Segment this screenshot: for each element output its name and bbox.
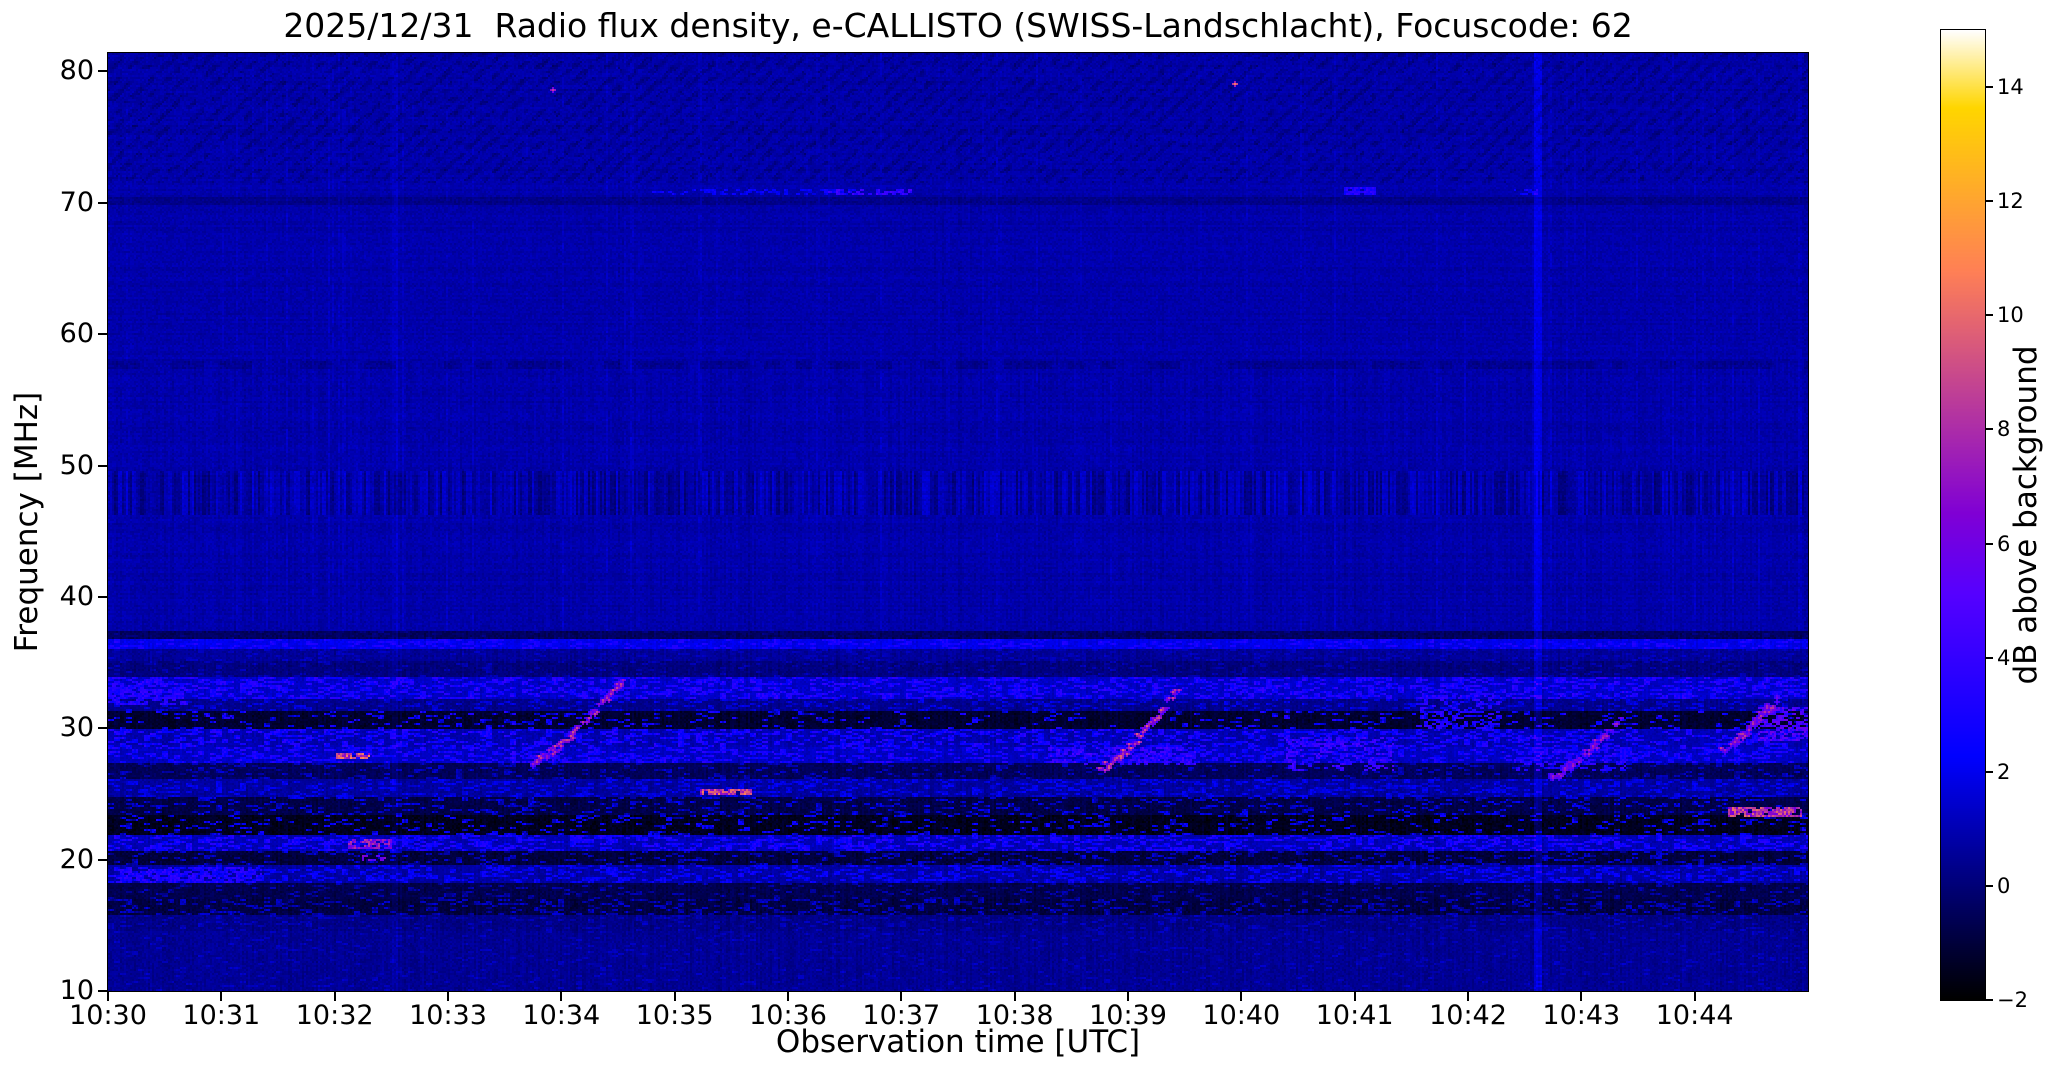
plot-border <box>107 52 1809 992</box>
y-tick-label: 20 <box>59 843 94 875</box>
colorbar-tick-label: −2 <box>1997 988 2028 1012</box>
colorbar-tick <box>1985 656 1993 659</box>
y-tick <box>98 858 108 861</box>
x-tick <box>1353 991 1356 1001</box>
x-tick <box>1693 991 1696 1001</box>
y-tick-label: 50 <box>59 449 94 481</box>
x-tick <box>1580 991 1583 1001</box>
colorbar-tick <box>1985 86 1993 89</box>
x-tick-label: 10:31 <box>182 1000 261 1031</box>
y-tick-label: 30 <box>59 712 94 744</box>
x-tick-label: 10:35 <box>635 1000 714 1031</box>
colorbar-tick-label: 2 <box>1997 759 2011 784</box>
x-tick <box>107 991 109 1001</box>
colorbar-tick <box>1985 428 1993 431</box>
x-tick-label: 10:36 <box>749 1000 827 1031</box>
x-tick <box>1240 991 1243 1001</box>
y-tick-label: 60 <box>59 318 94 350</box>
y-tick <box>98 333 108 336</box>
y-tick-label: 70 <box>59 186 94 218</box>
chart-title: 2025/12/31 Radio flux density, e-CALLIST… <box>283 6 1633 45</box>
x-tick <box>900 991 903 1001</box>
y-tick <box>98 201 108 204</box>
x-tick-label: 10:37 <box>862 1000 941 1031</box>
x-tick-label: 10:41 <box>1315 1000 1394 1031</box>
x-tick-label: 10:44 <box>1655 1000 1734 1031</box>
colorbar-tick <box>1985 314 1993 317</box>
x-tick-label: 10:39 <box>1089 1000 1167 1031</box>
x-tick <box>1467 991 1469 1001</box>
x-axis-label: Observation time [UTC] <box>775 1024 1141 1060</box>
x-tick-label: 10:30 <box>69 1000 147 1031</box>
x-tick <box>560 991 563 1001</box>
colorbar-tick <box>1985 999 1993 1001</box>
colorbar-tick-label: 10 <box>1997 303 2024 328</box>
y-tick-label: 10 <box>59 975 94 1006</box>
y-tick <box>98 727 108 730</box>
x-tick <box>447 991 449 1001</box>
y-tick <box>98 595 108 598</box>
x-tick <box>1127 991 1129 1001</box>
x-tick <box>1013 991 1016 1001</box>
y-tick-label: 80 <box>59 55 94 87</box>
colorbar-tick-label: 12 <box>1997 189 2024 214</box>
y-tick <box>98 464 108 467</box>
x-tick <box>333 991 336 1001</box>
colorbar-tick-label: 8 <box>1997 417 2011 442</box>
colorbar-tick <box>1985 884 1993 887</box>
colorbar-tick-label: 4 <box>1997 645 2011 670</box>
colorbar-tick <box>1985 200 1993 203</box>
colorbar-tick-label: 6 <box>1997 531 2011 556</box>
x-tick-label: 10:33 <box>409 1000 487 1031</box>
x-tick-label: 10:40 <box>1202 1000 1281 1031</box>
colorbar-tick-label: 0 <box>1997 873 2011 898</box>
colorbar-tick-label: 14 <box>1997 75 2024 100</box>
y-tick <box>98 990 108 992</box>
colorbar-border <box>1940 29 1986 1001</box>
x-tick <box>220 991 223 1001</box>
x-tick-label: 10:43 <box>1542 1000 1621 1031</box>
x-tick <box>787 991 789 1001</box>
y-tick <box>98 70 108 73</box>
colorbar-tick <box>1985 542 1993 545</box>
y-tick-label: 40 <box>59 580 94 612</box>
x-tick-label: 10:42 <box>1429 1000 1507 1031</box>
colorbar-gradient <box>1941 30 1985 1000</box>
x-tick-label: 10:38 <box>975 1000 1054 1031</box>
colorbar-tick <box>1985 770 1993 773</box>
spectrogram-heatmap <box>108 53 1808 991</box>
x-tick-label: 10:32 <box>295 1000 374 1031</box>
x-tick-label: 10:34 <box>522 1000 601 1031</box>
x-tick <box>673 991 676 1001</box>
